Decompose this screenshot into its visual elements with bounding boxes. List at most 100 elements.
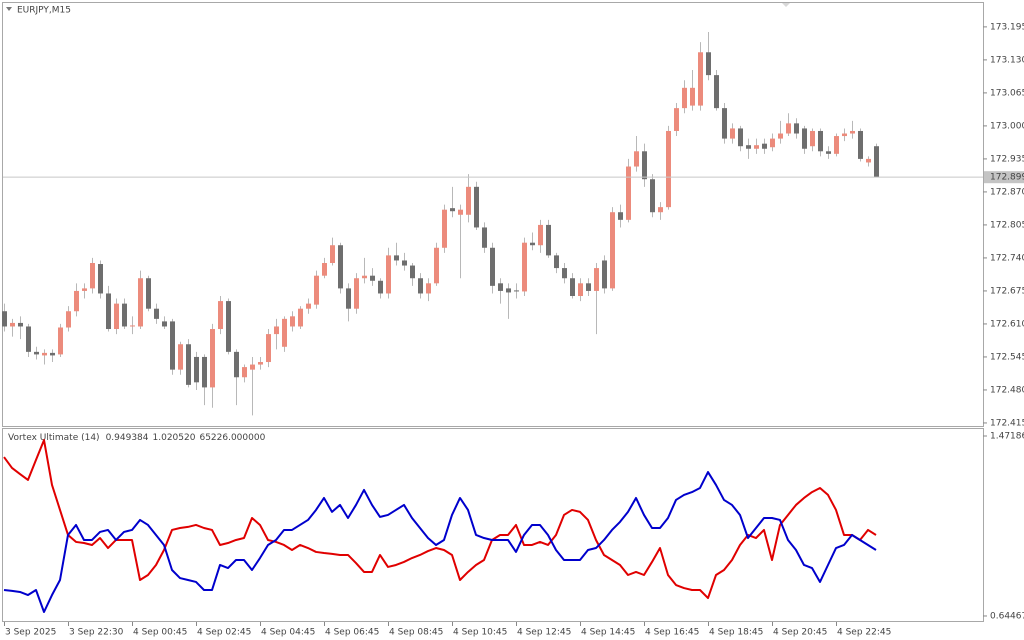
y-tick-label: 0.644671 [990, 611, 1024, 621]
candle-body [178, 344, 183, 370]
readout: 65226.000000 [199, 433, 265, 443]
candle-body [690, 87, 695, 106]
indicator-line [3, 471, 877, 613]
candle-body [514, 290, 519, 292]
candle-body [538, 224, 543, 246]
candle-body [594, 268, 599, 291]
candle-body [874, 146, 879, 178]
y-tick-label: 173.195 [990, 22, 1024, 32]
candle-body [402, 260, 407, 266]
candle-body [234, 351, 239, 378]
candle-body [210, 329, 215, 388]
candle-body [738, 128, 743, 147]
candle-body [266, 334, 271, 363]
candle-body [298, 308, 303, 327]
candle-body [226, 301, 231, 352]
candle-body [378, 280, 383, 294]
indicator-title: Vortex Ultimate (14) 0.949384 1.020520 6522… [8, 433, 266, 443]
candle-body [810, 130, 815, 147]
x-tick-label: 4 Sep 04:45 [261, 628, 315, 638]
candle-body [426, 283, 431, 294]
y-tick-label: 172.610 [990, 319, 1024, 329]
y-tick-label: 172.545 [990, 352, 1024, 362]
candle-body [762, 143, 767, 149]
candle-body [650, 179, 655, 213]
candle-body [90, 263, 95, 289]
candle-body [546, 224, 551, 256]
candle-body [346, 288, 351, 309]
candle-body [218, 301, 223, 330]
candle-body [610, 212, 615, 289]
y-tick-label: 172.415 [990, 418, 1024, 428]
candle-body [34, 351, 39, 355]
candle-body [722, 108, 727, 139]
candle-body [354, 278, 359, 309]
candle-body [170, 321, 175, 370]
y-tick-label: 172.480 [990, 385, 1024, 395]
candle-body [458, 209, 463, 215]
candle-body [450, 208, 455, 212]
candle-body [306, 303, 311, 309]
y-tick-label: 172.805 [990, 220, 1024, 230]
candle-body [418, 278, 423, 294]
candle-body [242, 367, 247, 378]
candle-body [682, 87, 687, 109]
candle-body [394, 255, 399, 261]
y-tick-label: 172.935 [990, 154, 1024, 164]
candle-body [250, 364, 255, 370]
x-tick-label: 4 Sep 06:45 [325, 628, 379, 638]
candle-body [730, 128, 735, 139]
candle-body [842, 133, 847, 137]
candle-body [642, 151, 647, 180]
candle-body [482, 227, 487, 248]
candle-body [42, 352, 47, 356]
candle-body [114, 303, 119, 330]
candle-body [154, 308, 159, 319]
candle-body [82, 288, 87, 291]
candle-body [554, 255, 559, 269]
candle-body [50, 352, 55, 356]
candle-body [858, 130, 863, 159]
candle-body [786, 123, 791, 134]
candle-body [522, 242, 527, 292]
candle-body [194, 356, 199, 383]
candle-body [282, 318, 287, 347]
candle-body [10, 322, 15, 327]
candle-body [370, 275, 375, 281]
x-tick-label: 4 Sep 02:45 [197, 628, 251, 638]
shift-marker [782, 3, 790, 7]
indicator-line [3, 439, 877, 600]
candle-body [770, 138, 775, 148]
x-tick-label: 4 Sep 20:45 [773, 628, 827, 638]
candle-body [474, 186, 479, 228]
candle-body [706, 52, 711, 76]
candle-body [802, 128, 807, 149]
candle-body [818, 130, 823, 152]
candle-body [258, 362, 263, 365]
candle-body [26, 326, 31, 352]
candle-body [602, 260, 607, 289]
candle-body [138, 278, 143, 327]
candle-body [746, 145, 751, 149]
candle-body [570, 278, 575, 297]
collapse-arrow[interactable] [6, 7, 12, 11]
candle-body [202, 356, 207, 388]
indicator-panel [2, 428, 984, 622]
candle-body [74, 290, 79, 312]
candle-body [58, 327, 63, 355]
candle-body [634, 151, 639, 167]
candle-body [698, 52, 703, 106]
candle-body [106, 293, 111, 330]
symbol-title: EURJPY,M15 [17, 6, 71, 16]
candle-body [778, 133, 783, 139]
x-tick-label: 4 Sep 12:45 [517, 628, 571, 638]
candle-body [826, 151, 831, 154]
indicator-name: Vortex Ultimate (14) [8, 433, 100, 443]
candle-body [666, 130, 671, 208]
candle-body [674, 108, 679, 131]
candle-body [274, 326, 279, 335]
candle-body [434, 247, 439, 284]
candle-body [122, 303, 127, 327]
candle-body [834, 136, 839, 154]
